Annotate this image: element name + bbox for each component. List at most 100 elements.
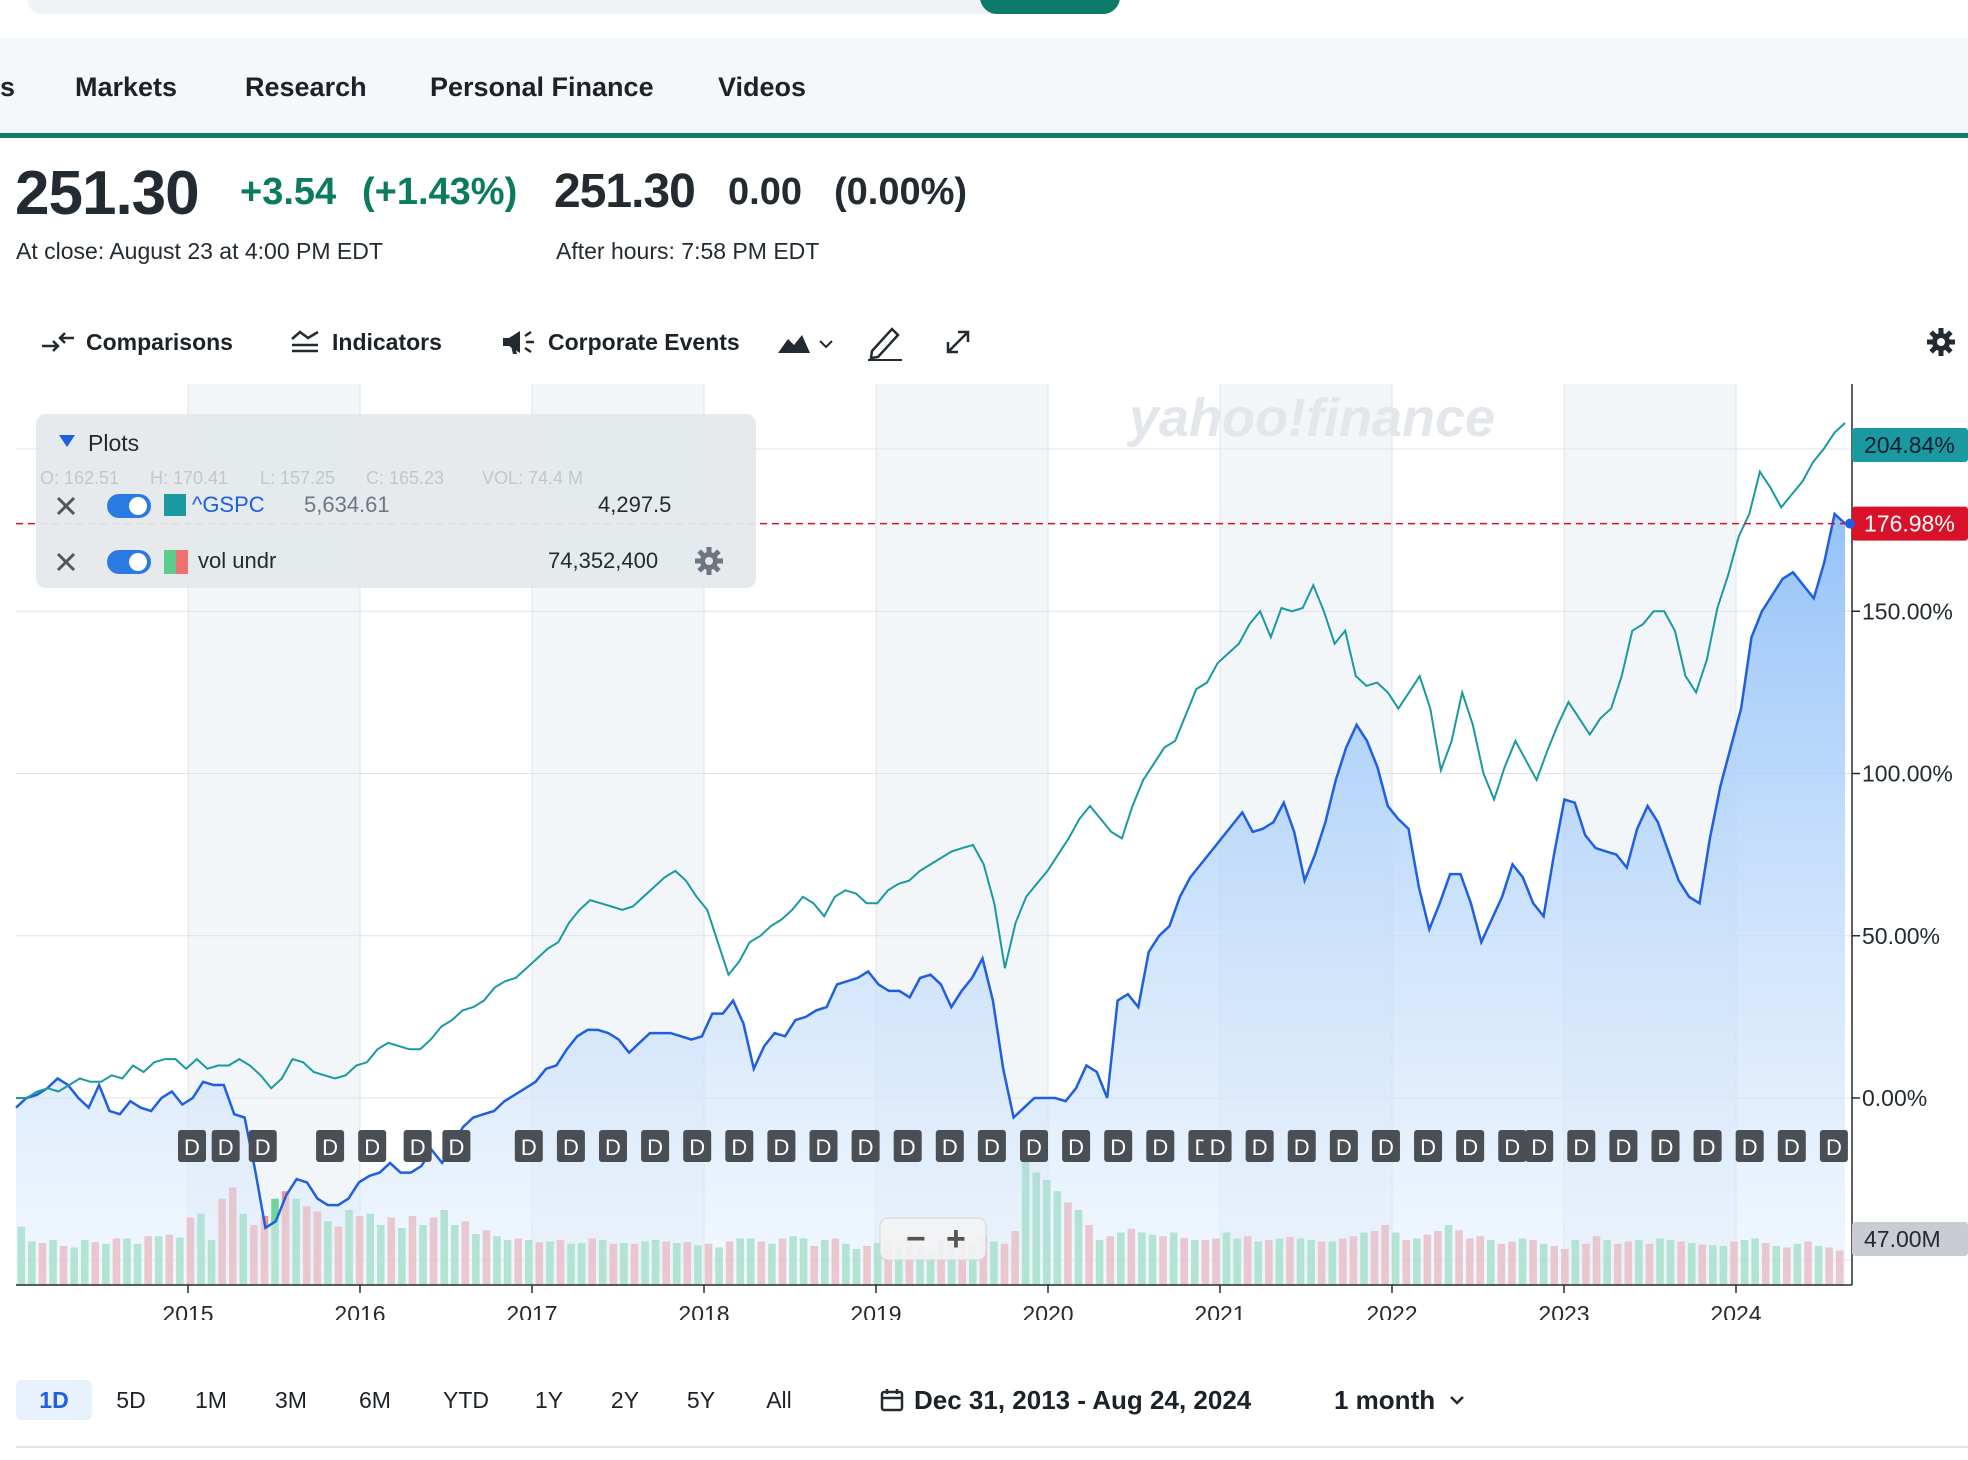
event-marker-label: D — [184, 1135, 200, 1160]
gear-icon[interactable] — [694, 546, 724, 576]
fullscreen-button[interactable] — [944, 326, 982, 358]
range-1m[interactable]: 1M — [195, 1386, 227, 1413]
main-current-tag-bg — [1852, 506, 1968, 541]
value-tags: 204.84% 176.98% 47.00M — [1845, 428, 1968, 1256]
pencil-icon — [868, 327, 902, 361]
comparisons-button[interactable]: Comparisons — [40, 326, 233, 358]
event-marker-label: D — [1658, 1135, 1674, 1160]
volume-value: 74,352,400 — [548, 548, 659, 573]
gspc-symbol[interactable]: ^GSPC — [192, 492, 265, 517]
x-tick-label: 2016 — [334, 1301, 385, 1320]
event-marker-label: D — [773, 1135, 789, 1160]
event-marker-label: D — [1742, 1135, 1758, 1160]
event-marker — [1414, 1130, 1443, 1162]
event-marker-label: D — [1294, 1135, 1310, 1160]
comparisons-icon — [42, 332, 74, 352]
range-5y[interactable]: 5Y — [686, 1386, 716, 1413]
x-tick-label: 2023 — [1538, 1301, 1589, 1320]
search-input[interactable] — [28, 0, 1028, 14]
range-3m[interactable]: 3M — [275, 1386, 307, 1413]
x-tick-label: 2022 — [1366, 1301, 1417, 1320]
main-nav: s Markets Research Personal Finance Vide… — [0, 38, 1968, 138]
event-marker-label: D — [816, 1135, 832, 1160]
close-icon[interactable] — [54, 550, 78, 574]
range-ytd[interactable]: YTD — [443, 1386, 489, 1413]
event-marker — [1245, 1130, 1274, 1162]
x-tick-label: 2015 — [162, 1301, 213, 1320]
chart-type-button[interactable] — [776, 326, 846, 358]
nav-item-partial[interactable]: s — [0, 72, 16, 102]
current-point — [1845, 518, 1855, 529]
event-marker-label: D — [1026, 1135, 1042, 1160]
close-icon[interactable] — [54, 494, 78, 518]
plots-title[interactable]: Plots — [88, 430, 140, 456]
event-marker — [211, 1130, 240, 1162]
event-marker-label: D — [218, 1135, 234, 1160]
event-marker-label: D — [1615, 1135, 1631, 1160]
range-all[interactable]: All — [766, 1386, 792, 1413]
nav-item-markets[interactable]: Markets — [75, 72, 178, 102]
event-marker — [1693, 1130, 1722, 1162]
y-axis-ticks: 0.00% 50.00% 100.00% 150.00% — [1852, 598, 1953, 1111]
range-2y[interactable]: 2Y — [610, 1386, 640, 1413]
volume-current-tag: 47.00M — [1864, 1226, 1941, 1252]
gspc-current-tag: 204.84% — [1864, 432, 1955, 458]
event-marker — [1609, 1130, 1638, 1162]
event-marker — [403, 1130, 432, 1162]
main-series-area — [16, 513, 1845, 1285]
ohlc-low: L: 157.25 — [260, 468, 336, 488]
event-marker — [1371, 1130, 1400, 1162]
event-marker — [442, 1130, 471, 1162]
indicators-button[interactable]: Indicators — [290, 326, 442, 358]
event-marker — [358, 1130, 387, 1162]
event-marker — [767, 1130, 796, 1162]
zoom-controls: − + — [879, 1217, 987, 1261]
toggle-volume[interactable] — [106, 548, 152, 576]
date-range-label: Dec 31, 2013 - Aug 24, 2024 — [914, 1384, 1252, 1415]
toggle-gspc[interactable] — [106, 492, 152, 520]
search-button[interactable] — [980, 0, 1120, 14]
event-marker-label: D — [322, 1135, 338, 1160]
indicators-label: Indicators — [332, 328, 442, 355]
gspc-series-line — [16, 422, 1846, 1099]
event-marker-label: D — [1110, 1135, 1126, 1160]
draw-button[interactable] — [866, 326, 916, 361]
range-6m[interactable]: 6M — [359, 1386, 391, 1413]
interval-select[interactable]: 1 month — [1334, 1380, 1484, 1420]
settings-button[interactable] — [1926, 326, 1966, 358]
nav-item-research[interactable]: Research — [245, 72, 367, 102]
event-marker — [316, 1130, 345, 1162]
zoom-in-button[interactable]: + — [946, 1220, 966, 1258]
search-strip — [0, 0, 1968, 38]
event-marker-label: D — [984, 1135, 1000, 1160]
event-marker-label: D — [605, 1135, 621, 1160]
event-marker — [1777, 1130, 1806, 1162]
y-tick-label: 0.00% — [1862, 1085, 1927, 1111]
event-marker-label: D — [942, 1135, 958, 1160]
event-marker — [851, 1130, 880, 1162]
date-range-button[interactable]: Dec 31, 2013 - Aug 24, 2024 — [880, 1380, 1290, 1420]
event-marker — [977, 1130, 1006, 1162]
yahoo-finance-watermark: yahoo!finance — [1126, 388, 1495, 448]
range-1d[interactable]: 1D — [16, 1380, 92, 1420]
collapse-triangle-icon[interactable] — [58, 434, 76, 448]
plots-panel: Plots O: 162.51 H: 170.41 L: 157.25 C: 1… — [36, 414, 756, 588]
event-marker — [1146, 1130, 1175, 1162]
x-axis-ticks: 2015 2016 2017 2018 2019 2020 2021 2022 2023 2024 — [162, 1285, 1762, 1320]
event-marker-label: D — [647, 1135, 663, 1160]
nav-item-videos[interactable]: Videos — [718, 72, 807, 102]
zoom-out-button[interactable]: − — [906, 1220, 926, 1258]
ohlc-high: H: 170.41 — [150, 468, 229, 488]
corporate-events-button[interactable]: Corporate Events — [500, 326, 740, 358]
range-5d[interactable]: 5D — [116, 1386, 146, 1413]
corporate-events-label: Corporate Events — [548, 328, 740, 355]
event-marker — [1329, 1130, 1358, 1162]
event-marker-label: D — [1210, 1135, 1226, 1160]
range-1y[interactable]: 1Y — [534, 1386, 564, 1413]
nav-item-personal-finance[interactable]: Personal Finance — [430, 72, 654, 102]
event-marker-label: D — [1504, 1135, 1520, 1160]
event-marker — [248, 1130, 277, 1162]
event-marker-label: D — [1152, 1135, 1168, 1160]
volume-label: vol undr — [198, 548, 277, 573]
